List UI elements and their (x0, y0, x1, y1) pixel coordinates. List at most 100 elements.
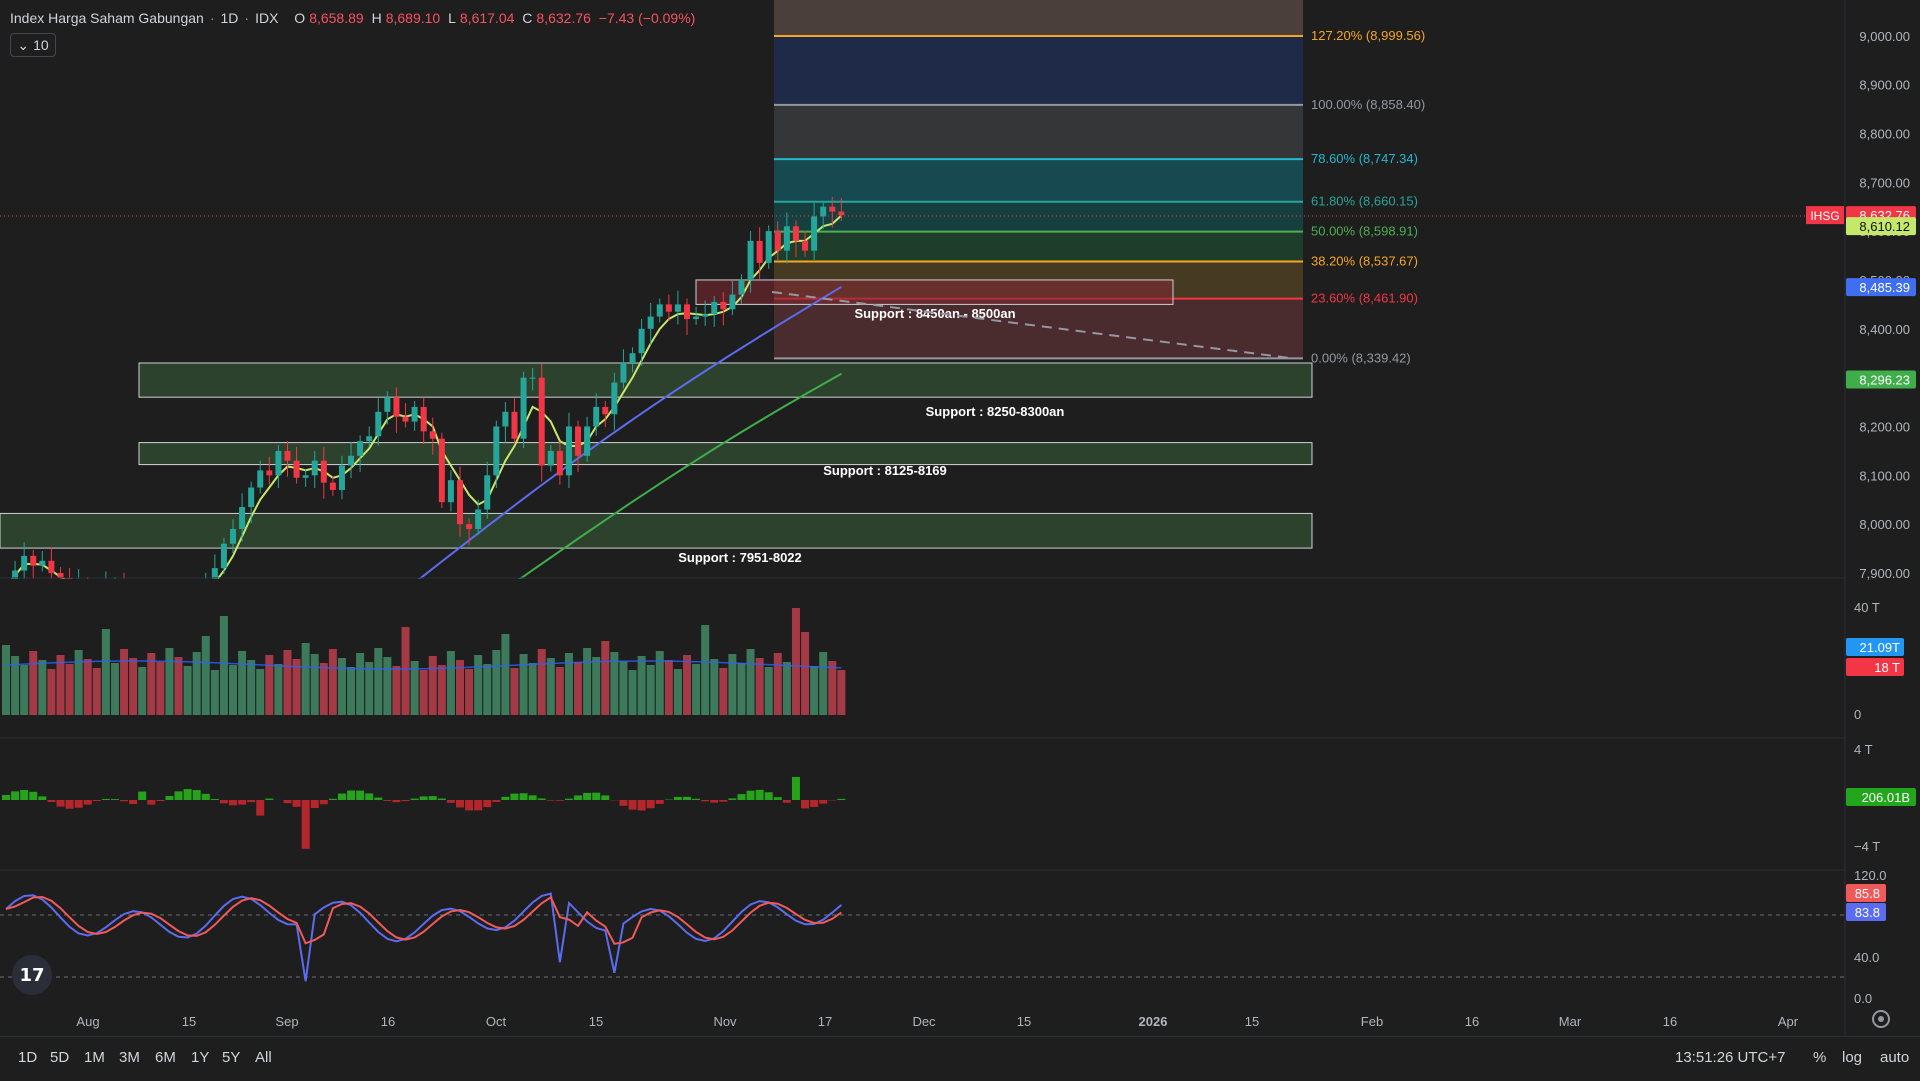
volume-bar (701, 625, 709, 715)
flow-bar (629, 800, 637, 810)
flow-bar (374, 798, 382, 800)
volume-bar (66, 664, 74, 715)
volume-bar (256, 669, 264, 715)
candle-body (421, 407, 427, 431)
bottom-toolbar: 1D 5D 1M 3M 6M 1Y 5Y All 13:51:26 UTC+7 … (0, 1036, 1920, 1081)
tradingview-logo-icon[interactable]: 17 (12, 955, 52, 995)
volume-bar (828, 661, 836, 715)
volume-bar (474, 655, 482, 715)
flow-bar (392, 800, 400, 802)
range-1d-button[interactable]: 1D (18, 1049, 37, 1066)
candle-body (466, 524, 472, 529)
volume-bar (792, 608, 800, 715)
volume-bar (447, 651, 455, 715)
fib-level-label: 0.00% (8,339.42) (1311, 350, 1411, 365)
range-1m-button[interactable]: 1M (84, 1049, 105, 1066)
volume-bar (238, 651, 246, 715)
chart-canvas[interactable]: 127.20% (8,999.56)100.00% (8,858.40)78.6… (0, 0, 1920, 1036)
fib-zone (774, 299, 1303, 359)
flow-bar (683, 797, 691, 800)
rsi-tick: 120.0 (1854, 868, 1887, 883)
flow-bar (565, 799, 573, 800)
auto-scale-button[interactable]: auto (1880, 1049, 1909, 1066)
range-6m-button[interactable]: 6M (155, 1049, 176, 1066)
volume-bar (747, 649, 755, 715)
flow-bar (701, 800, 709, 801)
support-zone-box (139, 363, 1312, 397)
volume-bar (737, 663, 745, 715)
price-tick: 8,700.00 (1859, 175, 1910, 190)
volume-bar (692, 664, 700, 715)
volume-bar (102, 629, 110, 715)
candle-body (30, 556, 36, 566)
candle-body (602, 407, 608, 414)
volume-bar (84, 659, 92, 715)
volume-bar (756, 658, 764, 715)
volume-bar (556, 667, 564, 715)
volume-bar (220, 616, 228, 715)
range-3m-button[interactable]: 3M (119, 1049, 140, 1066)
flow-bar (202, 794, 210, 800)
price-tick: 8,400.00 (1859, 322, 1910, 337)
candle-body (511, 412, 517, 439)
flow-bar (837, 799, 845, 800)
candle-body (294, 461, 300, 478)
clock-timezone[interactable]: 13:51:26 UTC+7 (1675, 1049, 1786, 1066)
range-5d-button[interactable]: 5D (50, 1049, 69, 1066)
volume-bar (483, 664, 491, 715)
volume-bar (20, 665, 28, 715)
interval-label[interactable]: 1D (220, 10, 238, 26)
rsi-tick: 0.0 (1854, 991, 1872, 1006)
candle-body (829, 207, 835, 212)
volume-bar (492, 650, 500, 715)
range-all-button[interactable]: All (255, 1049, 272, 1066)
price-label-text: 8,485.39 (1859, 280, 1910, 295)
volume-bar (338, 658, 346, 715)
fib-zone (774, 105, 1303, 159)
candle-body (793, 226, 799, 241)
volume-bar (837, 670, 845, 715)
volume-bar (56, 655, 64, 715)
low-label: L (448, 10, 456, 26)
candle-body (330, 483, 336, 490)
flow-bar (601, 795, 609, 800)
flow-bar (692, 799, 700, 800)
volume-bar (574, 662, 582, 715)
candle-body (502, 412, 508, 427)
flow-bar (256, 800, 264, 816)
volume-bar (583, 648, 591, 715)
range-1y-button[interactable]: 1Y (191, 1049, 209, 1066)
volume-bar (247, 660, 255, 715)
flow-bar (165, 796, 173, 800)
time-tick: 16 (1465, 1014, 1479, 1029)
indicator-collapse-button[interactable]: ⌄ 10 (10, 33, 56, 57)
volume-bar (710, 659, 718, 715)
range-5y-button[interactable]: 5Y (222, 1049, 240, 1066)
settings-gear-icon[interactable] (1872, 1010, 1890, 1028)
candle-body (775, 231, 781, 251)
flow-bar (574, 795, 582, 800)
volume-bar (638, 656, 646, 715)
candle-body (484, 475, 490, 509)
candle-body (439, 439, 445, 502)
fib-zone (774, 0, 1303, 36)
time-tick: Dec (912, 1014, 936, 1029)
candle-body (593, 407, 599, 427)
candle-body (493, 426, 499, 475)
volume-bar (501, 634, 509, 715)
percent-scale-button[interactable]: % (1813, 1049, 1826, 1066)
volume-bar (347, 667, 355, 715)
volume-bar (129, 658, 137, 715)
flow-bar (356, 791, 364, 800)
log-scale-button[interactable]: log (1842, 1049, 1862, 1066)
fib-level-label: 38.20% (8,537.67) (1311, 254, 1418, 269)
volume-bar (311, 654, 319, 715)
symbol-name[interactable]: Index Harga Saham Gabungan (10, 10, 204, 26)
time-tick: Apr (1778, 1014, 1799, 1029)
flow-bar (592, 793, 600, 800)
flow-bar (365, 793, 373, 800)
volume-bar (229, 665, 237, 715)
volume-bar (774, 653, 782, 715)
time-tick: 2026 (1139, 1014, 1168, 1029)
